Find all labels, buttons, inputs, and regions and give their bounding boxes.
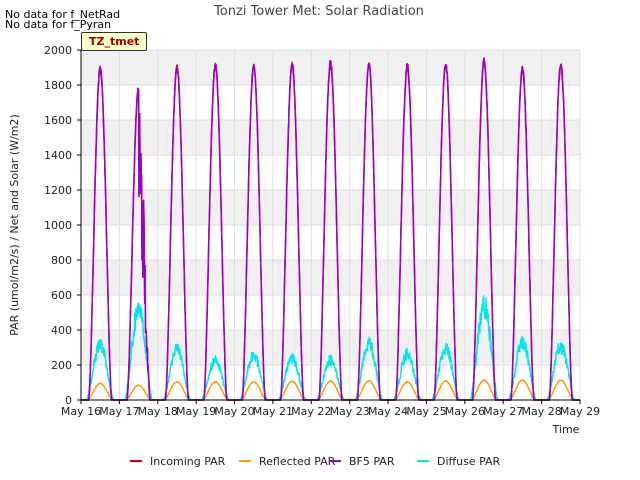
legend-label: Diffuse PAR [437, 455, 501, 468]
plot-band [81, 260, 580, 295]
x-tick-label: May 27 [483, 405, 523, 418]
note-netrad: No data for f_NetRad [5, 8, 121, 21]
y-tick-label: 1800 [44, 79, 72, 92]
chart-title: Tonzi Tower Met: Solar Radiation [213, 4, 424, 19]
x-tick-label: May 29 [560, 405, 600, 418]
x-tick-label: May 26 [445, 405, 485, 418]
note-pyran: No data for f_Pyran [5, 18, 112, 31]
y-tick-label: 400 [51, 324, 72, 337]
x-tick-label: May 18 [138, 405, 178, 418]
y-tick-label: 800 [51, 254, 72, 267]
x-tick-label: May 20 [214, 405, 254, 418]
y-tick-label: 1400 [44, 149, 72, 162]
y-tick-label: 0 [65, 394, 72, 407]
x-tick-label: May 17 [99, 405, 139, 418]
y-axis-label: PAR (umol/m2/s) / Net and Solar (W/m2) [8, 114, 21, 336]
plot-band [81, 120, 580, 155]
x-tick-label: May 25 [406, 405, 446, 418]
legend-label: BF5 PAR [349, 455, 395, 468]
site-tag-badge: TZ_tmet [81, 32, 148, 51]
x-tick-label: May 24 [368, 405, 408, 418]
y-tick-label: 600 [51, 289, 72, 302]
x-tick-label: May 21 [253, 405, 293, 418]
legend-label: Incoming PAR [150, 455, 226, 468]
legend-label: Reflected PAR [259, 455, 336, 468]
x-tick-label: May 22 [291, 405, 331, 418]
y-tick-label: 2000 [44, 44, 72, 57]
y-tick-label: 200 [51, 359, 72, 372]
x-tick-label: May 16 [61, 405, 101, 418]
plot-band [81, 190, 580, 225]
y-tick-label: 1200 [44, 184, 72, 197]
x-axis-label: Time [552, 423, 580, 436]
y-tick-label: 1600 [44, 114, 72, 127]
x-tick-label: May 19 [176, 405, 216, 418]
x-tick-label: May 28 [521, 405, 561, 418]
series-line-diffuse-par [81, 295, 580, 401]
y-tick-label: 1000 [44, 219, 72, 232]
x-tick-label: May 23 [330, 405, 370, 418]
